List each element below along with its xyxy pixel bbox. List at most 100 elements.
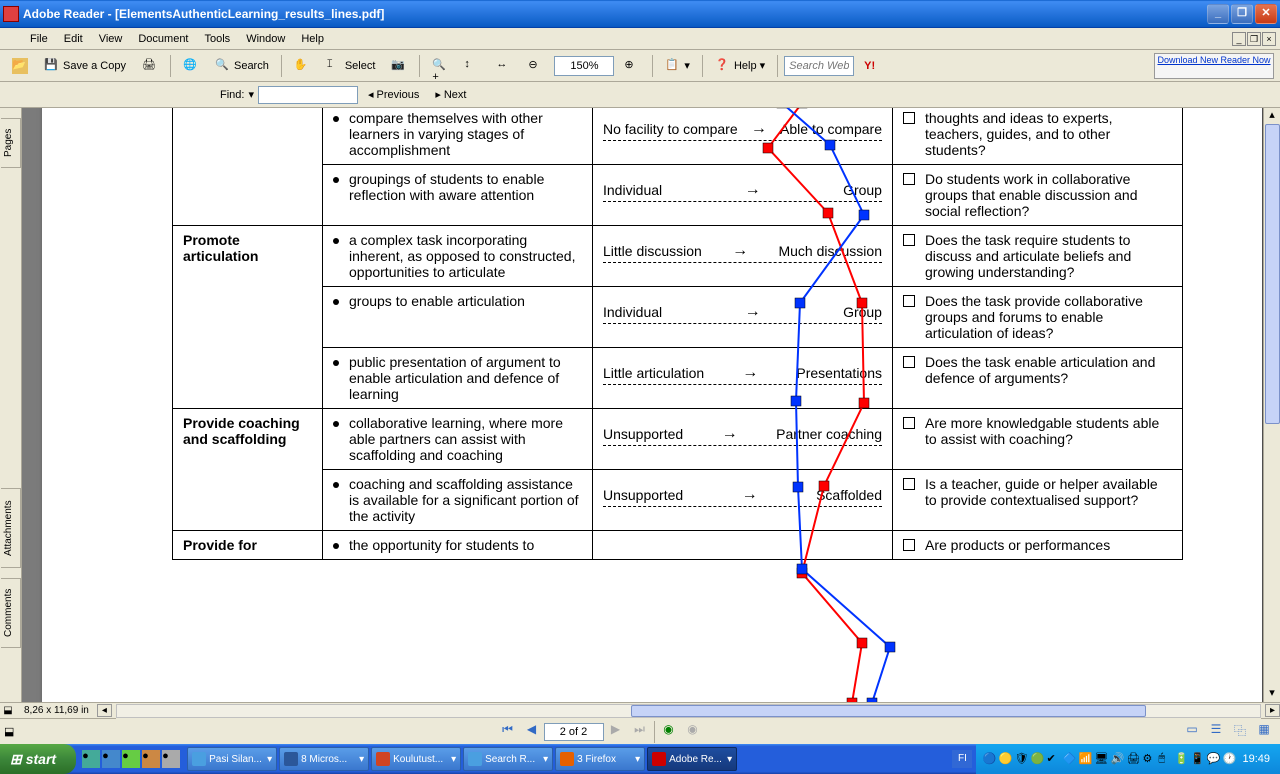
tray-icon[interactable]: 🕐 — [1222, 752, 1236, 766]
taskbar-button[interactable]: Adobe Re...▾ — [647, 747, 737, 771]
question-cell: thoughts and ideas to experts, teachers,… — [893, 108, 1183, 165]
taskbar-button[interactable]: Search R...▾ — [463, 747, 553, 771]
email-button[interactable]: 🌐 — [177, 54, 205, 78]
review-button[interactable]: 📋▾ — [659, 54, 696, 78]
view-cont-button[interactable]: ☰ — [1206, 722, 1226, 742]
description-cell: compare themselves with other learners i… — [323, 108, 593, 165]
quick-launch: ● ● ● ● ● — [76, 750, 186, 768]
vscroll-thumb[interactable] — [1265, 124, 1280, 424]
menu-tools[interactable]: Tools — [197, 31, 239, 47]
search-button[interactable]: 🔍Search — [209, 54, 275, 78]
tray-icon[interactable]: 🔷 — [1062, 752, 1076, 766]
category-cell: Promote articulation — [173, 226, 323, 409]
select-tool-button[interactable]: 𝙸Select — [320, 54, 382, 78]
tab-attachments[interactable]: Attachments — [1, 488, 21, 568]
tray-icon[interactable]: 🖨 — [1126, 752, 1140, 766]
window-title: Adobe Reader - [ElementsAuthenticLearnin… — [23, 7, 1207, 21]
snapshot-button[interactable]: 📷 — [385, 54, 413, 78]
category-cell — [173, 108, 323, 226]
document-area: Pages Attachments Comments compare thems… — [0, 108, 1280, 702]
mdi-close-button[interactable]: × — [1262, 32, 1276, 46]
zoom-plus-button[interactable]: ⊕ — [618, 54, 646, 78]
close-button[interactable]: ✕ — [1255, 4, 1277, 24]
taskbar-button[interactable]: Koulutust...▾ — [371, 747, 461, 771]
zoom-input[interactable] — [554, 56, 614, 76]
help-label: Help — [734, 60, 757, 72]
question-cell: Does the task provide collaborative grou… — [893, 287, 1183, 348]
print-button[interactable]: 🖨 — [136, 54, 164, 78]
zoom-out-button[interactable]: ⊖ — [522, 54, 550, 78]
tray-icon[interactable]: 🟢 — [1030, 752, 1044, 766]
tray-icon[interactable]: 📱 — [1190, 752, 1204, 766]
tray-icon[interactable]: 🔵 — [982, 752, 996, 766]
open-button[interactable]: 📂 — [6, 54, 34, 78]
help-button[interactable]: ❓Help ▾ — [709, 54, 771, 78]
find-input[interactable] — [258, 86, 358, 104]
tray-icon[interactable]: 🔋 — [1174, 752, 1188, 766]
tray-icon[interactable]: 🛡 — [1014, 752, 1028, 766]
clock[interactable]: 19:49 — [1238, 753, 1274, 765]
search-web-input[interactable] — [784, 56, 854, 76]
view-single-button[interactable]: ▭ — [1182, 722, 1202, 742]
menu-window[interactable]: Window — [238, 31, 293, 47]
dimensions-bar: ⬓ 8,26 x 11,69 in ◂ ▸ — [0, 702, 1280, 718]
taskbar: ⊞ start ● ● ● ● ● Pasi Silan...▾8 Micros… — [0, 744, 1280, 774]
tray-icon[interactable]: 🔊 — [1110, 752, 1124, 766]
zoom-in-button[interactable]: 🔍+ — [426, 54, 454, 78]
tray-icon[interactable]: ✔ — [1046, 752, 1060, 766]
scale-cell: No facility to compare→Able to compare — [593, 108, 893, 165]
menu-view[interactable]: View — [91, 31, 131, 47]
horizontal-scrollbar[interactable] — [116, 703, 1261, 719]
menu-document[interactable]: Document — [130, 31, 196, 47]
fit-height-button[interactable]: ↕ — [458, 54, 486, 78]
tab-pages[interactable]: Pages — [1, 118, 21, 168]
prev-label: Previous — [377, 89, 420, 101]
tray-icon[interactable]: 📶 — [1078, 752, 1092, 766]
download-reader-link[interactable]: Download New Reader Now — [1154, 53, 1274, 79]
category-cell: Provide for — [173, 531, 323, 560]
minimize-button[interactable]: _ — [1207, 4, 1229, 24]
find-prev-button[interactable]: ◂Previous — [362, 84, 425, 105]
yahoo-button[interactable]: Y! — [858, 56, 881, 76]
ql-icon[interactable]: ● — [142, 750, 160, 768]
vertical-scrollbar[interactable]: ▴ ▾ — [1263, 108, 1280, 702]
tab-comments[interactable]: Comments — [1, 578, 21, 648]
view-facing-button[interactable]: ⿻ — [1230, 722, 1250, 742]
save-copy-button[interactable]: 💾Save a Copy — [38, 54, 132, 78]
forward-button[interactable]: ◉ — [683, 722, 703, 742]
taskbar-button[interactable]: Pasi Silan...▾ — [187, 747, 277, 771]
document-viewport[interactable]: compare themselves with other learners i… — [22, 108, 1263, 702]
maximize-button[interactable]: ❐ — [1231, 4, 1253, 24]
tray-icon[interactable]: 🖥 — [1094, 752, 1108, 766]
tray-icon[interactable]: 💬 — [1206, 752, 1220, 766]
taskbar-button[interactable]: 8 Micros...▾ — [279, 747, 369, 771]
side-tabs: Pages Attachments Comments — [0, 108, 22, 702]
menu-help[interactable]: Help — [293, 31, 332, 47]
page-number-input[interactable] — [544, 723, 604, 741]
next-page-button[interactable]: ▶ — [606, 722, 626, 742]
start-button[interactable]: ⊞ start — [0, 744, 76, 774]
tray-icon[interactable]: ⚙ — [1142, 752, 1156, 766]
category-cell: Provide coaching and scaffolding — [173, 409, 323, 531]
mdi-minimize-button[interactable]: _ — [1232, 32, 1246, 46]
mdi-restore-button[interactable]: ❐ — [1247, 32, 1261, 46]
back-button[interactable]: ◉ — [659, 722, 679, 742]
last-page-button[interactable]: ⏭ — [630, 722, 650, 742]
taskbar-button[interactable]: 3 Firefox ▾ — [555, 747, 645, 771]
ql-icon[interactable]: ● — [162, 750, 180, 768]
fit-width-button[interactable]: ↔ — [490, 54, 518, 78]
menu-edit[interactable]: Edit — [56, 31, 91, 47]
hand-tool-button[interactable]: ✋ — [288, 54, 316, 78]
prev-page-button[interactable]: ◀ — [522, 722, 542, 742]
first-page-button[interactable]: ⏮ — [498, 722, 518, 742]
tray-icon[interactable]: 🟡 — [998, 752, 1012, 766]
menu-file[interactable]: File — [22, 31, 56, 47]
find-next-button[interactable]: ▸Next — [429, 84, 472, 105]
ql-icon[interactable]: ● — [102, 750, 120, 768]
ql-icon[interactable]: ● — [122, 750, 140, 768]
ql-icon[interactable]: ● — [82, 750, 100, 768]
scale-cell: Individual→Group — [593, 287, 893, 348]
language-indicator[interactable]: FI — [952, 750, 972, 768]
tray-icon[interactable]: 🖱 — [1158, 752, 1172, 766]
view-cont-facing-button[interactable]: ▦ — [1254, 722, 1274, 742]
